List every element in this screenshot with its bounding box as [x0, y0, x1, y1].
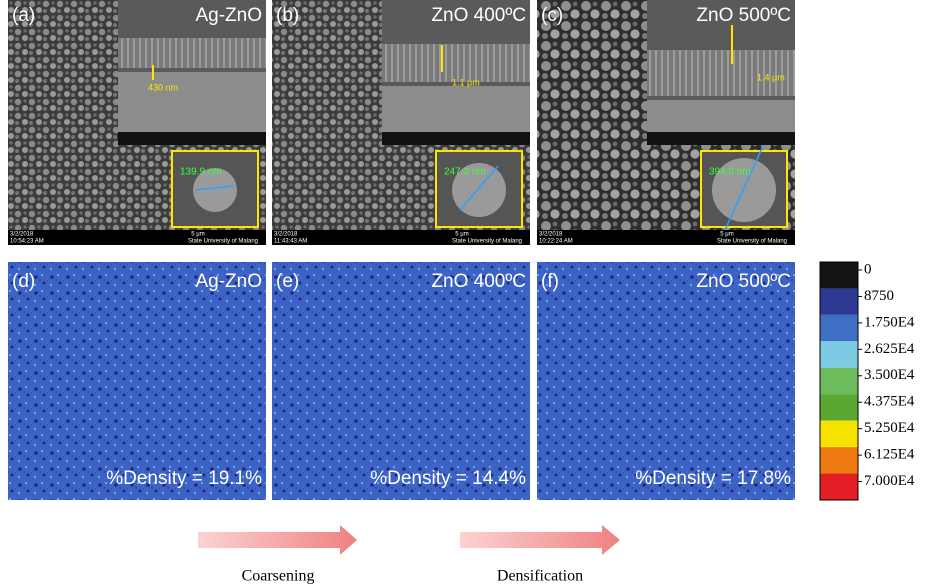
thickness: 430 nm	[148, 82, 178, 92]
panel-title: ZnO 500ºC	[696, 271, 791, 292]
grain-size: 139.9 nm	[180, 167, 222, 178]
info-institution: State University of Malang	[188, 239, 258, 245]
arrow-label: Coarsening	[242, 568, 315, 585]
panel-title: Ag-ZnO	[195, 5, 262, 26]
panel-title: Ag-ZnO	[195, 271, 262, 292]
colorbar-label: 1.750E4	[864, 314, 915, 330]
thickness: 1.1 μm	[452, 77, 480, 87]
colorbar-label: 4.375E4	[864, 394, 915, 410]
colorbar-swatch	[820, 447, 858, 473]
info-institution: State University of Malang	[452, 239, 522, 245]
info-time: 10:54:23 AM	[10, 239, 44, 245]
colorbar-label: 8750	[864, 288, 894, 304]
film-layer	[118, 38, 266, 68]
arrow-label: Densification	[497, 568, 583, 585]
panel-label: (f)	[541, 271, 559, 292]
info-institution: State University of Malang	[717, 239, 787, 245]
colorbar-label: 2.625E4	[864, 341, 915, 357]
info-date: 3/2/2018	[10, 232, 34, 238]
panel-label: (b)	[276, 5, 299, 26]
substrate	[647, 100, 795, 132]
arrow	[198, 525, 357, 555]
inset-info	[382, 132, 530, 145]
colorbar-label: 6.125E4	[864, 447, 915, 463]
info-scale: 5 μm	[720, 232, 733, 238]
thickness: 1.4 μm	[757, 72, 785, 82]
inset-info	[118, 132, 266, 145]
info-time: 10:22:24 AM	[539, 239, 573, 245]
info-date: 3/2/2018	[539, 232, 563, 238]
colorbar-swatch	[820, 262, 858, 288]
info-date: 3/2/2018	[274, 232, 298, 238]
substrate	[382, 86, 530, 132]
colorbar-swatch	[820, 368, 858, 394]
inset-info	[647, 132, 795, 145]
film-layer	[382, 44, 530, 82]
colorbar-label: 7.000E4	[864, 473, 915, 489]
colorbar-label: 0	[864, 261, 872, 277]
density-map	[537, 262, 795, 500]
arrow	[460, 525, 620, 555]
info-scale: 5 μm	[455, 232, 468, 238]
density: %Density = 14.4%	[370, 468, 526, 489]
figure: 430 nm139.9 nm3/2/201810:54:23 AM5 μmSta…	[0, 0, 943, 588]
density: %Density = 17.8%	[635, 468, 791, 489]
panel-title: ZnO 400ºC	[431, 5, 526, 26]
colorbar-label: 5.250E4	[864, 420, 915, 436]
panel-label: (c)	[541, 5, 563, 26]
panel-label: (a)	[12, 5, 35, 26]
density-map	[272, 262, 530, 500]
substrate	[118, 72, 266, 132]
colorbar-swatch	[820, 474, 858, 500]
panel-title: ZnO 500ºC	[696, 5, 791, 26]
info-time: 11:43:43 AM	[274, 239, 307, 245]
colorbar-swatch	[820, 421, 858, 447]
grain-size: 247.3 nm	[444, 167, 486, 178]
colorbar-swatch	[820, 341, 858, 367]
panel-label: (d)	[12, 271, 35, 292]
colorbar-swatch	[820, 394, 858, 420]
colorbar-swatch	[820, 315, 858, 341]
colorbar-label: 3.500E4	[864, 367, 915, 383]
density-map	[8, 262, 266, 500]
density: %Density = 19.1%	[106, 468, 262, 489]
panel-title: ZnO 400ºC	[431, 271, 526, 292]
colorbar-swatch	[820, 288, 858, 314]
grain-size: 394.0 nm	[709, 167, 751, 178]
panel-label: (e)	[276, 271, 299, 292]
info-scale: 5 μm	[191, 232, 204, 238]
